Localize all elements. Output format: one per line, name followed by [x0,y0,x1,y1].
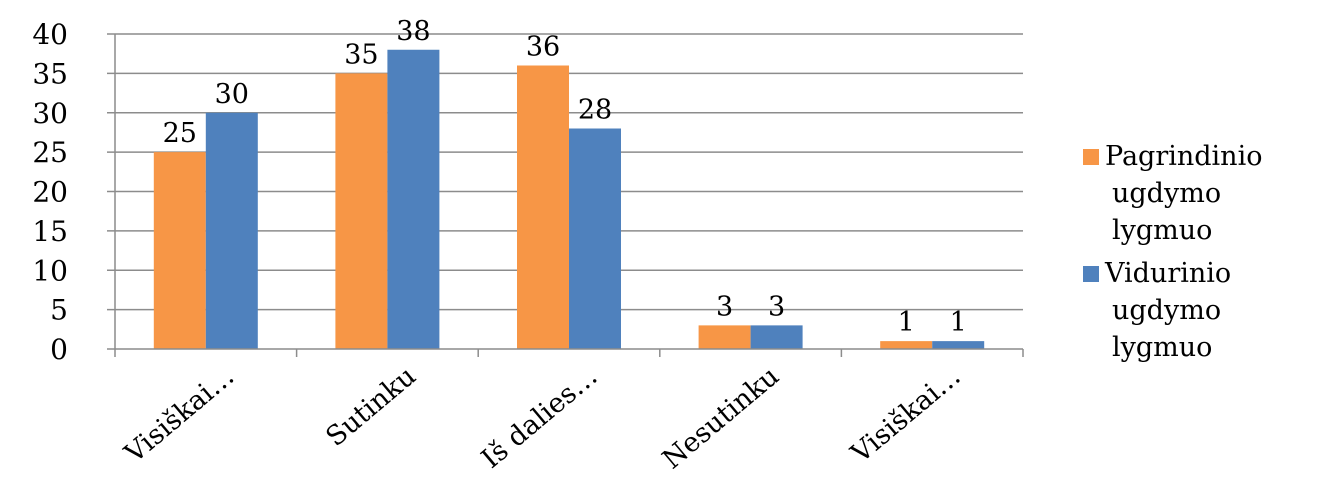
bar [932,341,985,349]
data-labels: 25 30 35 38 36 28 3 3 1 1 [163,16,967,338]
legend-swatch [1083,149,1099,165]
data-label: 25 [163,118,197,149]
y-tick-label: 30 [32,97,68,130]
y-tick-label: 25 [32,136,68,169]
x-tick-labels: Visiškai… Sutinku Iš dalies… Nesutinku Visiš… [118,361,966,476]
data-label: 1 [950,307,967,338]
y-tick-label: 15 [32,215,68,248]
legend-label: Vidurinio [1104,258,1231,289]
y-tick-label: 10 [32,254,68,287]
data-label: 36 [526,32,560,63]
data-label: 38 [396,16,430,47]
legend-label: ugdymo [1112,295,1221,326]
x-tick-label: Nesutinku [657,361,785,476]
legend-label: Pagrindinio [1105,141,1262,172]
data-label: 3 [768,291,785,322]
data-label: 1 [898,307,915,338]
y-tick-label: 40 [32,18,68,51]
bars [153,49,985,349]
bar [750,325,803,349]
bar [569,128,621,349]
data-label: 30 [215,79,249,110]
bar [880,341,933,349]
legend-label: lygmuo [1112,332,1212,363]
x-tick-label: Visiškai… [118,361,240,470]
x-tick-label: Iš dalies… [476,361,604,475]
legend-swatch [1083,266,1099,282]
x-tick-label: Visiškai… [845,361,967,470]
y-tick-label: 35 [32,57,68,90]
bar [698,325,751,349]
data-label: 28 [578,95,612,126]
data-label: 35 [344,39,378,70]
data-label: 3 [716,291,733,322]
legend-label: ugdymo [1112,178,1221,209]
bar [517,65,569,349]
y-tick-labels: 0 5 10 15 20 25 30 35 40 [32,18,68,366]
legend: Pagrindinio ugdymo lygmuo Vidurinio ugdymo ly… [1083,141,1262,363]
y-tick-label: 0 [50,333,68,366]
y-tick-label: 20 [32,176,68,209]
bar [153,152,206,349]
legend-label: lygmuo [1112,215,1212,246]
axes [107,33,1024,357]
y-tick-label: 5 [50,294,68,327]
bar [205,112,258,349]
bar [387,49,440,349]
x-tick-label: Sutinku [320,361,422,453]
bar [335,73,388,349]
